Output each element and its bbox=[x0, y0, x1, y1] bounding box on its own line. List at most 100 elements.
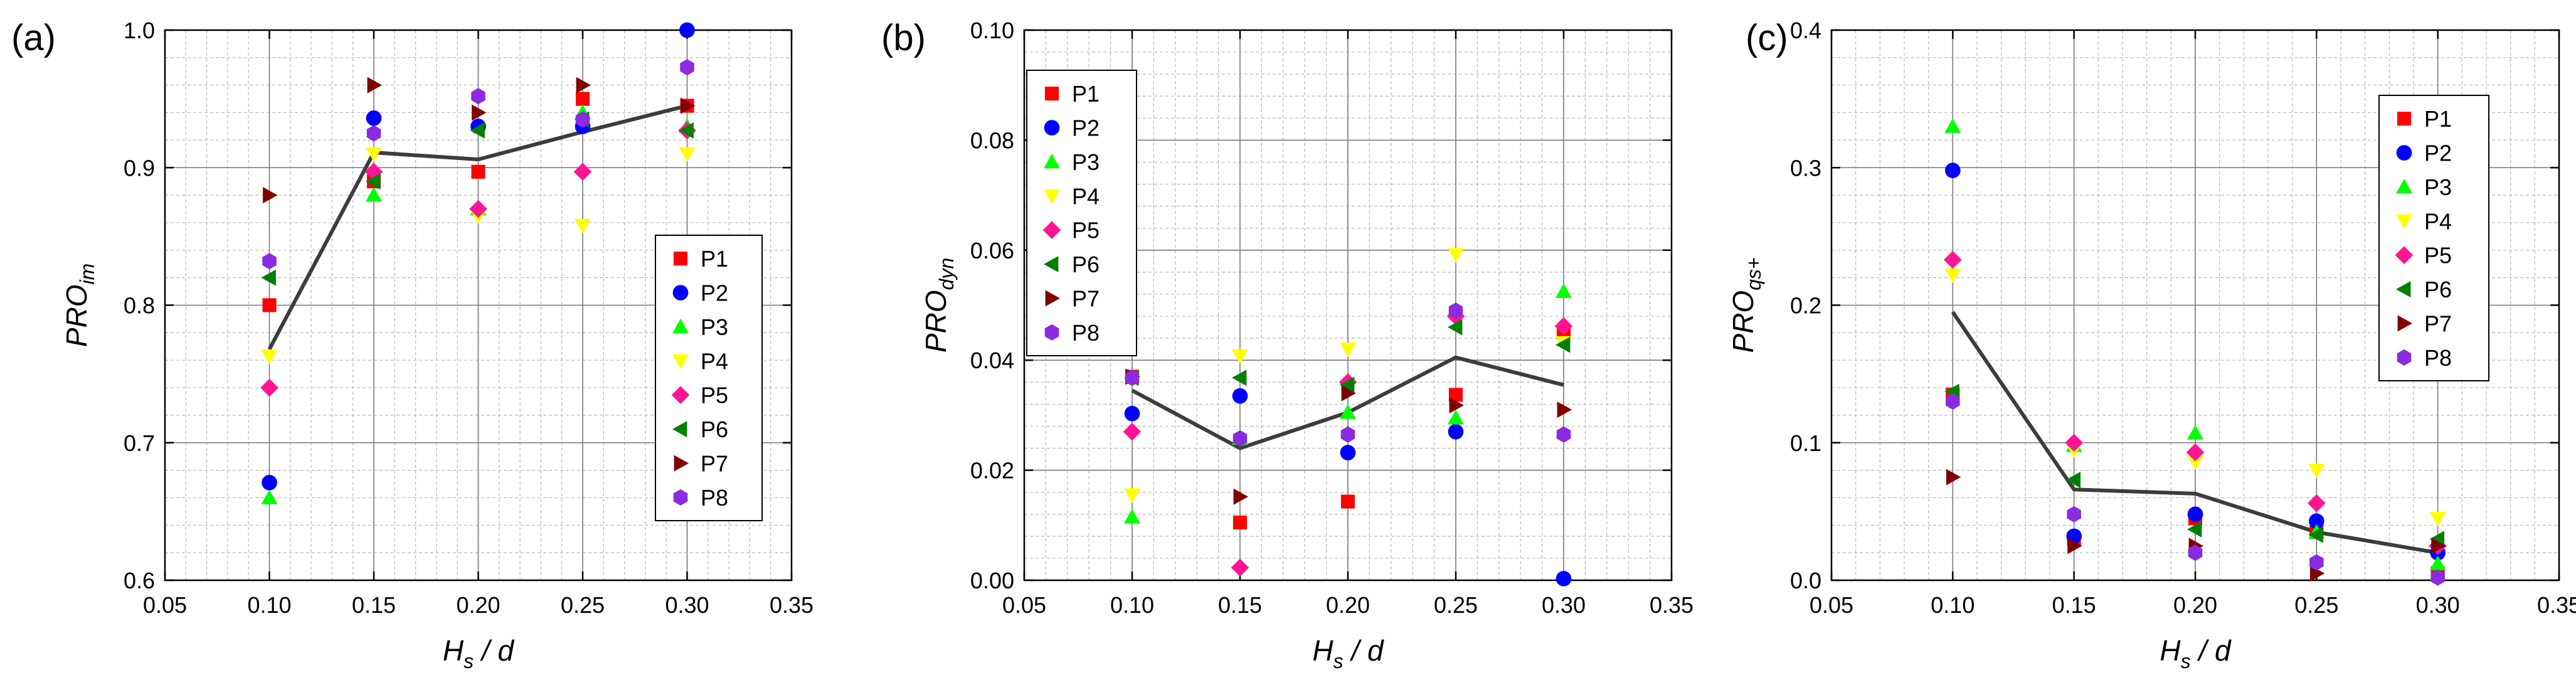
x-tick-label: 0.25 bbox=[1434, 592, 1478, 618]
point-p4 bbox=[575, 218, 591, 234]
point-p6 bbox=[366, 173, 381, 190]
legend-marker-p5 bbox=[2395, 246, 2414, 264]
point-p1 bbox=[1340, 494, 1355, 509]
x-tick-label: 0.30 bbox=[1542, 592, 1586, 618]
legend-box bbox=[2378, 95, 2489, 381]
point-p5 bbox=[260, 378, 278, 397]
x-tick-label: 0.20 bbox=[456, 592, 500, 618]
x-tick-label: 0.05 bbox=[1810, 592, 1853, 618]
y-tick-label: 0.06 bbox=[970, 238, 1014, 263]
point-p1 bbox=[471, 164, 485, 179]
point-p3 bbox=[1556, 283, 1572, 298]
legend-label-p3: P3 bbox=[2424, 174, 2452, 200]
point-p3 bbox=[1448, 410, 1464, 425]
point-p7 bbox=[1557, 401, 1572, 418]
legend-marker-p2 bbox=[672, 285, 689, 300]
x-tick-label: 0.35 bbox=[2537, 592, 2576, 618]
point-p5 bbox=[2065, 433, 2083, 452]
point-p4 bbox=[1448, 248, 1464, 263]
point-p1 bbox=[1448, 388, 1463, 402]
x-tick-label: 0.10 bbox=[1110, 592, 1154, 618]
point-p1 bbox=[1232, 515, 1248, 529]
legend-label-p7: P7 bbox=[2424, 311, 2452, 336]
legend-marker-p4 bbox=[2396, 214, 2412, 230]
legend-marker-p3 bbox=[2396, 178, 2412, 194]
point-p4 bbox=[1232, 349, 1248, 364]
legend-marker-p7 bbox=[1045, 290, 1060, 307]
point-p8 bbox=[575, 111, 590, 128]
legend-label-p1: P1 bbox=[1072, 81, 1100, 107]
legend-marker-p5 bbox=[671, 386, 690, 404]
point-p6 bbox=[2065, 471, 2081, 488]
point-p5 bbox=[1944, 250, 1962, 269]
legend-marker-p6 bbox=[672, 421, 687, 438]
point-p7 bbox=[2067, 538, 2082, 555]
legend-marker-p6 bbox=[2396, 281, 2411, 298]
y-tick-label: 0.08 bbox=[970, 127, 1014, 153]
point-p2 bbox=[1556, 571, 1572, 587]
point-p2 bbox=[1124, 405, 1140, 422]
legend-label-p4: P4 bbox=[701, 348, 728, 374]
legend-label-p2: P2 bbox=[2424, 141, 2452, 166]
legend-marker-p8 bbox=[1044, 324, 1059, 341]
legend-label-p8: P8 bbox=[2424, 345, 2452, 371]
x-tick-label: 0.30 bbox=[665, 592, 709, 618]
point-p7 bbox=[1233, 488, 1248, 505]
point-p6 bbox=[1340, 376, 1355, 393]
legend-marker-p7 bbox=[674, 455, 689, 472]
legend-marker-p3 bbox=[1044, 153, 1060, 169]
point-p7 bbox=[1341, 385, 1356, 401]
point-p2 bbox=[1340, 445, 1356, 460]
legend-label-p7: P7 bbox=[1072, 285, 1100, 311]
legend: P1 P2 P3 P4 P5 P6 P7 P8 bbox=[1026, 70, 1137, 356]
legend-marker-p4 bbox=[1044, 189, 1060, 205]
point-p2 bbox=[2187, 506, 2203, 523]
axes: 0.05 0.10 0.15 0.20 0.25 0.30 0.35 0.00 0.02 0.04… bbox=[970, 18, 1693, 618]
legend-marker-p1 bbox=[673, 252, 688, 266]
point-p2 bbox=[262, 474, 277, 491]
y-tick-label: 0.9 bbox=[124, 155, 155, 181]
x-tick-label: 0.20 bbox=[1326, 592, 1370, 618]
panel-label: (c) bbox=[1746, 18, 1788, 58]
point-p4 bbox=[1124, 488, 1140, 504]
point-p7 bbox=[2309, 565, 2325, 582]
point-p1 bbox=[575, 92, 590, 106]
point-p4 bbox=[2429, 511, 2446, 527]
point-p8 bbox=[2309, 554, 2324, 571]
x-axis-title: Hs / d bbox=[1312, 634, 1384, 672]
point-p2 bbox=[366, 110, 382, 126]
point-p7 bbox=[1449, 397, 1464, 414]
legend-label-p3: P3 bbox=[701, 314, 728, 340]
data-points bbox=[1123, 248, 1573, 587]
point-p7 bbox=[1946, 469, 1961, 486]
y-tick-label: 0.3 bbox=[1790, 155, 1821, 181]
y-tick-label: 0.2 bbox=[1790, 293, 1821, 319]
legend-label-p8: P8 bbox=[701, 485, 728, 511]
point-p4 bbox=[1340, 343, 1356, 358]
x-tick-label: 0.25 bbox=[2294, 592, 2338, 618]
point-p3 bbox=[1124, 509, 1140, 524]
legend-label-p6: P6 bbox=[701, 417, 728, 442]
legend-marker-p4 bbox=[672, 354, 689, 369]
x-tick-label: 0.10 bbox=[1931, 592, 1974, 618]
point-p2 bbox=[1944, 162, 1961, 178]
legend-marker-p7 bbox=[2397, 315, 2412, 332]
panel-c: 0.05 0.10 0.15 0.20 0.25 0.30 0.35 0.0 0.1 0.2 0.3… bbox=[1727, 18, 2576, 672]
point-p6 bbox=[1556, 336, 1571, 353]
data-points bbox=[1944, 118, 2447, 586]
point-p8 bbox=[1232, 430, 1248, 447]
panel-a: 0.05 0.10 0.15 0.20 0.25 0.30 0.35 0.6 0.7 0.8 0.9… bbox=[11, 18, 814, 672]
point-p5 bbox=[2308, 494, 2326, 513]
y-tick-label: 0.6 bbox=[124, 568, 155, 593]
legend-box bbox=[1026, 70, 1137, 356]
legend-label-p4: P4 bbox=[2424, 208, 2452, 234]
point-p4 bbox=[2308, 464, 2325, 479]
panel-label: (a) bbox=[11, 18, 56, 58]
legend: P1 P2 P3 P4 P5 P6 P7 P8 bbox=[655, 235, 763, 521]
point-p5 bbox=[364, 162, 383, 181]
axes: 0.05 0.10 0.15 0.20 0.25 0.30 0.35 0.6 0.7 0.8 0.9… bbox=[124, 18, 814, 618]
point-p3 bbox=[366, 187, 382, 202]
point-p3 bbox=[2429, 555, 2446, 571]
y-tick-label: 0.4 bbox=[1790, 18, 1821, 43]
y-tick-label: 0.8 bbox=[124, 293, 155, 319]
